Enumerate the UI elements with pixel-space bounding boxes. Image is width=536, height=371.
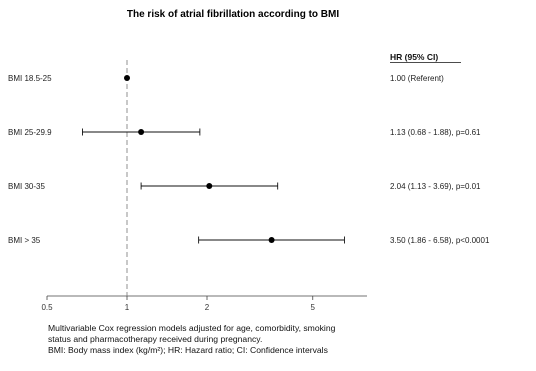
x-tick-label: 1 — [125, 303, 130, 312]
hr-value-text: 1.00 (Referent) — [390, 74, 444, 83]
footnote: Multivariable Cox regression models adju… — [48, 323, 518, 357]
forest-row: BMI 30-35 2.04 (1.13 - 3.69), p=0.01 — [8, 182, 481, 191]
hr-point — [124, 75, 130, 81]
hr-point — [138, 129, 145, 135]
x-tick-label: 5 — [311, 303, 316, 312]
forest-row: BMI 25-29.9 1.13 (0.68 - 1.88), p=0.61 — [8, 128, 481, 137]
forest-row: BMI 18.5-25 1.00 (Referent) — [8, 74, 444, 83]
x-tick-label: 0.5 — [41, 303, 53, 312]
x-axis: 0.5 1 2 5 — [41, 60, 367, 312]
forest-plot: The risk of atrial fibrillation accordin… — [8, 9, 490, 312]
hr-value-text: 3.50 (1.86 - 6.58), p<0.0001 — [390, 236, 490, 245]
hr-value-text: 1.13 (0.68 - 1.88), p=0.61 — [390, 128, 481, 137]
chart-title: The risk of atrial fibrillation accordin… — [127, 9, 339, 20]
x-tick-label: 2 — [205, 303, 210, 312]
forest-row: BMI > 35 3.50 (1.86 - 6.58), p<0.0001 — [8, 236, 490, 245]
forest-rows: BMI 18.5-25 1.00 (Referent) BMI 25-29.9 1.1… — [8, 74, 490, 245]
row-label: BMI 25-29.9 — [8, 128, 52, 137]
hr-point — [268, 237, 275, 243]
footnote-line-2: status and pharmacotherapy received duri… — [48, 334, 263, 345]
footnote-line-1: Multivariable Cox regression models adju… — [48, 323, 336, 333]
row-label: BMI > 35 — [8, 236, 41, 245]
footnote-line-3: BMI: Body mass index (kg/m²); HR: Hazard… — [48, 345, 328, 356]
row-label: BMI 30-35 — [8, 182, 45, 191]
row-label: BMI 18.5-25 — [8, 74, 52, 83]
hr-column-header: HR (95% CI) — [390, 52, 438, 62]
hr-point — [206, 183, 213, 189]
hr-value-text: 2.04 (1.13 - 3.69), p=0.01 — [390, 182, 481, 191]
